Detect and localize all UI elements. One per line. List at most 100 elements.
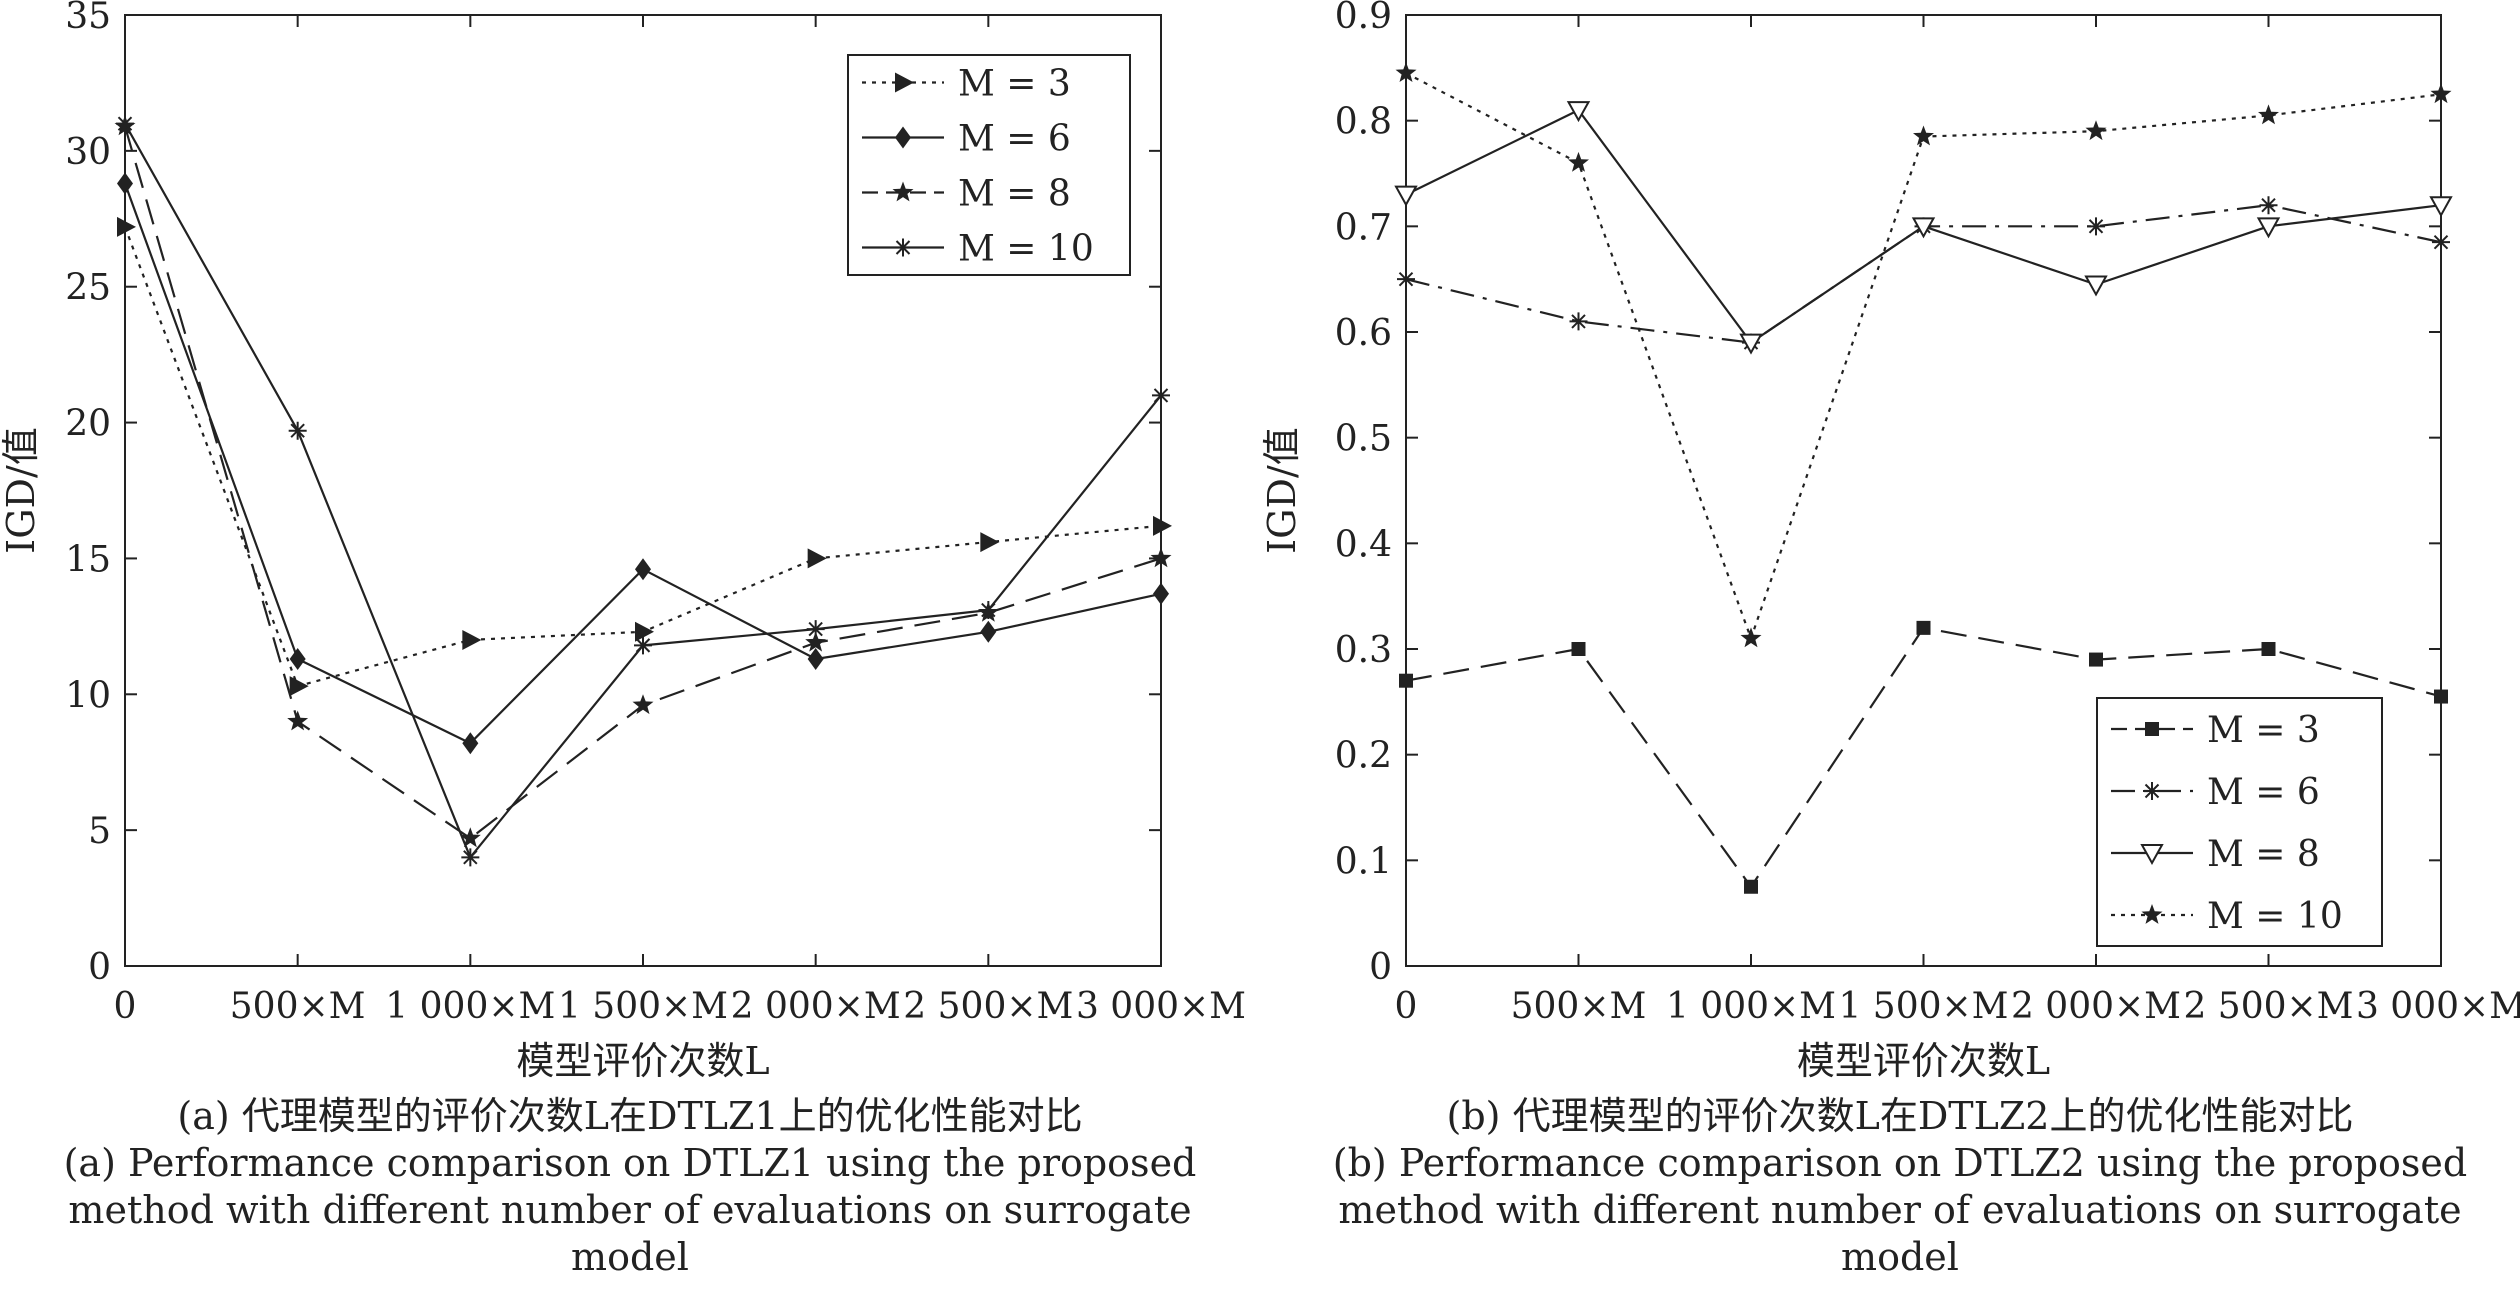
dtlz1-y-tick-label: 15 — [65, 539, 111, 580]
dtlz1-data-point — [288, 421, 307, 440]
dtlz2-data-point — [1395, 62, 1417, 82]
dtlz2-x-tick-label: 3 000×M — [2356, 986, 2520, 1027]
dtlz1-data-point — [1152, 386, 1170, 405]
caption-dtlz1-en-line1: (a) Performance comparison on DTLZ1 usin… — [63, 1141, 1197, 1185]
dtlz1-data-point — [635, 621, 654, 642]
dtlz1-data-point — [632, 694, 654, 715]
dtlz2-data-point — [2261, 642, 2276, 656]
dtlz1-y-tick-label: 25 — [65, 268, 111, 309]
chart-dtlz2: 0 0.1 0.2 0.3 0.4 0.5 0.6 0.7 0.8 0.9 0 500×M 1 000×… — [1260, 0, 2520, 1083]
dtlz1-legend-marker — [892, 181, 914, 202]
dtlz2-legend-label: M = 10 — [2207, 896, 2343, 937]
dtlz2-y-tick-label: 0.2 — [1335, 736, 1392, 777]
dtlz1-series-line — [123, 226, 1162, 688]
dtlz2-data-point — [1916, 620, 1931, 635]
dtlz2-y-tick-label: 0.6 — [1335, 313, 1392, 354]
caption-dtlz2-en-line2: method with different number of evaluati… — [1338, 1188, 2462, 1232]
dtlz1-legend-marker — [895, 72, 914, 93]
dtlz2-y-tick-label: 0.3 — [1335, 630, 1392, 671]
dtlz2-data-point — [1913, 125, 1934, 146]
caption-dtlz2-cn: (b) 代理模型的评价次数L在DTLZ2上的优化性能对比 — [1446, 1094, 2354, 1138]
dtlz1-x-tick-label: 1 000×M — [385, 986, 555, 1027]
dtlz2-data-point — [2089, 652, 2103, 667]
dtlz2-legend-marker — [2140, 844, 2164, 866]
dtlz1-x-tick-label: 2 500×M — [903, 986, 1073, 1027]
dtlz1-data-point — [1153, 515, 1172, 536]
dtlz1-y-tick-label: 0 — [88, 947, 111, 988]
dtlz1-data-point — [117, 216, 136, 237]
chart-dtlz1: 0 5 10 15 20 25 30 35 0 500×M 1 000×M 1 500×M 2 000×… — [0, 0, 1246, 1083]
dtlz2-y-tick-label: 0.9 — [1335, 0, 1392, 37]
dtlz2-y-axis-title: IGD/值 — [1260, 427, 1304, 554]
dtlz1-data-point — [980, 532, 1000, 553]
dtlz1-x-tick-label: 500×M — [230, 986, 366, 1027]
dtlz2-data-point — [2085, 120, 2107, 141]
dtlz2-data-point — [2434, 689, 2448, 704]
dtlz2-data-point — [1744, 879, 1758, 894]
dtlz2-x-tick-label: 2 500×M — [2183, 986, 2353, 1027]
dtlz2-legend-box — [2096, 697, 2383, 947]
dtlz2-data-point — [2087, 217, 2105, 236]
dtlz2-data-point — [1740, 627, 1762, 648]
caption-dtlz2-en-line1: (b) Performance comparison on DTLZ2 usin… — [1332, 1141, 2468, 1185]
dtlz2-series-line — [1405, 72, 2442, 640]
dtlz2-series-3 — [1395, 62, 2452, 648]
dtlz2-y-tick-label: 0.7 — [1335, 207, 1392, 248]
dtlz1-data-point — [289, 647, 306, 670]
dtlz2-data-point — [2432, 233, 2450, 252]
dtlz2-x-tick-label: 0 — [1395, 986, 1418, 1027]
dtlz2-legend: M = 3 M = 6 M = 8 M = 10 — [2096, 697, 2383, 947]
dtlz1-y-tick-label: 5 — [88, 811, 111, 852]
dtlz2-y-tick-label: 0.8 — [1335, 102, 1392, 143]
dtlz1-series-0 — [117, 216, 1172, 697]
caption-dtlz1: (a) 代理模型的评价次数L在DTLZ1上的优化性能对比 (a) Perform… — [20, 1093, 1240, 1281]
dtlz1-data-point — [979, 601, 998, 620]
dtlz2-x-axis-title: 模型评价次数L — [1797, 1039, 2050, 1083]
dtlz1-legend-marker — [894, 238, 912, 257]
dtlz1-legend: M = 3 M = 6 M = 8 M = 10 — [847, 54, 1131, 276]
dtlz2-data-point — [1568, 151, 1589, 172]
caption-dtlz2: (b) 代理模型的评价次数L在DTLZ2上的优化性能对比 (b) Perform… — [1290, 1093, 2510, 1281]
dtlz1-y-axis-title: IGD/值 — [0, 427, 43, 554]
dtlz2-series-2 — [1394, 101, 2453, 355]
dtlz1-data-point — [634, 636, 652, 655]
caption-dtlz1-cn: (a) 代理模型的评价次数L在DTLZ1上的优化性能对比 — [177, 1094, 1083, 1138]
dtlz1-series-1 — [117, 172, 1169, 755]
dtlz2-legend-label: M = 3 — [2207, 710, 2320, 751]
dtlz2-y-tick-label: 0.1 — [1335, 841, 1392, 882]
dtlz2-x-tick-label: 500×M — [1511, 986, 1647, 1027]
dtlz1-data-point — [289, 676, 309, 697]
dtlz1-data-point — [461, 848, 480, 867]
dtlz2-data-point — [2259, 196, 2278, 215]
dtlz2-series-0 — [1399, 620, 2448, 894]
dtlz1-data-point — [1150, 547, 1172, 568]
dtlz1-data-point — [116, 114, 134, 133]
dtlz2-data-point — [1739, 333, 1763, 355]
caption-dtlz1-en-line3: model — [571, 1235, 689, 1279]
dtlz1-legend-marker — [895, 126, 911, 149]
dtlz1-y-tick-label: 10 — [65, 675, 111, 716]
dtlz1-data-point — [462, 629, 482, 650]
dtlz1-y-tick-label: 20 — [65, 404, 111, 445]
dtlz2-data-point — [1566, 101, 1591, 123]
dtlz1-data-point — [462, 732, 479, 755]
dtlz2-data-point — [1571, 642, 1586, 656]
dtlz2-x-tick-label: 1 500×M — [1838, 986, 2008, 1027]
dtlz2-data-point — [2430, 83, 2452, 104]
dtlz1-data-point — [117, 172, 133, 195]
dtlz2-legend-label: M = 8 — [2207, 834, 2320, 875]
dtlz1-data-point — [807, 548, 827, 569]
dtlz2-data-point — [2084, 275, 2108, 297]
dtlz2-legend-marker — [2141, 904, 2163, 924]
dtlz2-data-point — [2429, 196, 2453, 218]
dtlz1-y-tick-label: 35 — [65, 0, 111, 37]
dtlz2-y-tick-label: 0.5 — [1335, 419, 1392, 460]
dtlz2-data-point — [1397, 270, 1415, 289]
dtlz2-legend-marker — [2145, 722, 2159, 736]
dtlz1-x-tick-label: 1 500×M — [558, 986, 728, 1027]
dtlz1-legend-label: M = 6 — [958, 119, 1071, 160]
dtlz1-data-point — [980, 620, 997, 643]
dtlz2-data-point — [2256, 217, 2281, 239]
dtlz2-data-point — [2258, 104, 2279, 125]
